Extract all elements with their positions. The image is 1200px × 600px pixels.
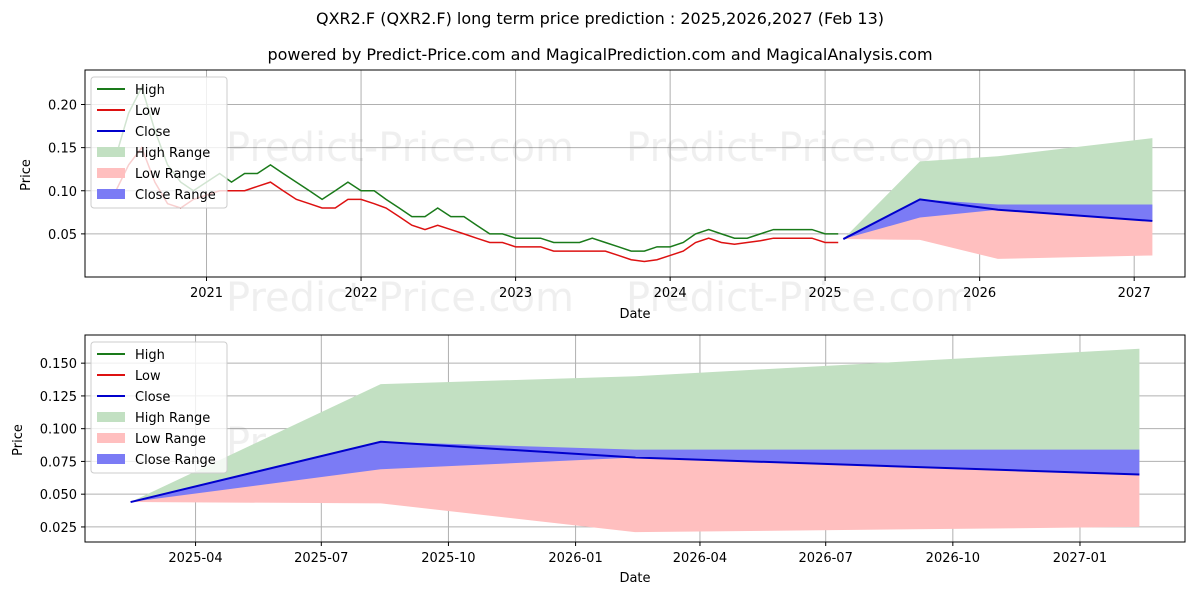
- x-tick-label: 2023: [499, 286, 532, 301]
- legend-label-high-range: High Range: [135, 411, 210, 426]
- y-axis-label: Price: [19, 159, 34, 191]
- close-forecast-line: [842, 198, 1153, 240]
- legend-label-high: High: [135, 348, 165, 363]
- chart-subtitle: powered by Predict-Price.com and Magical…: [267, 45, 933, 64]
- y-tick-label: 0.025: [40, 521, 77, 536]
- legend-label-low: Low: [135, 369, 161, 384]
- x-tick-label: 2026-07: [799, 551, 853, 566]
- legend: High Low Close High Range Low Range Close Ran…: [90, 341, 228, 474]
- close-range-band: [130, 441, 1140, 503]
- axes-frame: [84, 69, 1186, 278]
- legend-label-low-range: Low Range: [135, 167, 206, 182]
- x-axis-label: Date: [619, 307, 650, 322]
- x-tick-label: 2025-04: [168, 551, 222, 566]
- legend-swatch-close-range: [97, 454, 125, 464]
- x-tick-label: 2026-01: [548, 551, 602, 566]
- legend-label-close: Close: [135, 390, 170, 405]
- plot-panel-1: Predict-Price.com Predict-Price.com Predic…: [19, 69, 1186, 322]
- high-series-line: [115, 85, 839, 252]
- low-series-line: [115, 146, 839, 263]
- y-tick-label: 0.20: [48, 99, 77, 114]
- x-tick-label: 2027: [1118, 286, 1151, 301]
- y-tick-label: 0.10: [48, 185, 77, 200]
- y-tick-label: 0.15: [48, 142, 77, 157]
- x-tick-label: 2024: [654, 286, 687, 301]
- y-tick-label: 0.125: [40, 390, 77, 405]
- watermark-text: Predict-Price.com: [226, 275, 574, 321]
- x-tick-label: 2025: [809, 286, 842, 301]
- x-tick-label: 2022: [345, 286, 378, 301]
- watermark-text: Predict-Price.com: [626, 275, 974, 321]
- plot-panel-2: Predict-Price.comPredict-Price.com2025-0…: [11, 334, 1186, 586]
- legend-swatch-high-range: [97, 147, 125, 157]
- legend-label-low: Low: [135, 104, 161, 119]
- legend-swatch-low-range: [97, 433, 125, 443]
- axes-frame: [84, 334, 1186, 543]
- chart-title: QXR2.F (QXR2.F) long term price predicti…: [315, 9, 885, 28]
- legend-swatch-high-range: [97, 412, 125, 422]
- y-tick-label: 0.150: [40, 357, 77, 372]
- close-forecast-line: [130, 440, 1140, 504]
- plot-area: [130, 348, 1140, 533]
- x-tick-label: 2027-01: [1053, 551, 1107, 566]
- x-tick-label: 2026: [963, 286, 996, 301]
- close-range-band: [843, 199, 1153, 240]
- legend-label-high: High: [135, 83, 165, 98]
- x-axis-label: Date: [619, 571, 650, 586]
- x-tick-label: 2025-07: [294, 551, 348, 566]
- legend-swatch-low-range: [97, 168, 125, 178]
- legend-label-low-range: Low Range: [135, 432, 206, 447]
- legend-label-close-range: Close Range: [135, 453, 216, 468]
- legend-label-close-range: Close Range: [135, 188, 216, 203]
- watermark-text: Predict-Price.com: [626, 125, 974, 171]
- y-tick-label: 0.100: [40, 423, 77, 438]
- y-axis-label: Price: [11, 424, 26, 456]
- x-tick-label: 2025-10: [421, 551, 475, 566]
- x-tick-label: 2026-04: [673, 551, 727, 566]
- x-tick-label: 2021: [190, 286, 223, 301]
- plot-area: [115, 85, 1153, 263]
- legend-label-close: Close: [135, 125, 170, 140]
- y-tick-label: 0.05: [48, 228, 77, 243]
- legend-swatch-close-range: [97, 189, 125, 199]
- y-tick-label: 0.075: [40, 455, 77, 470]
- x-tick-label: 2026-10: [926, 551, 980, 566]
- legend-label-high-range: High Range: [135, 146, 210, 161]
- legend: High Low Close High Range Low Range Close Ran…: [90, 76, 228, 209]
- watermark-text: Predict-Price.com: [226, 125, 574, 171]
- y-tick-label: 0.050: [40, 488, 77, 503]
